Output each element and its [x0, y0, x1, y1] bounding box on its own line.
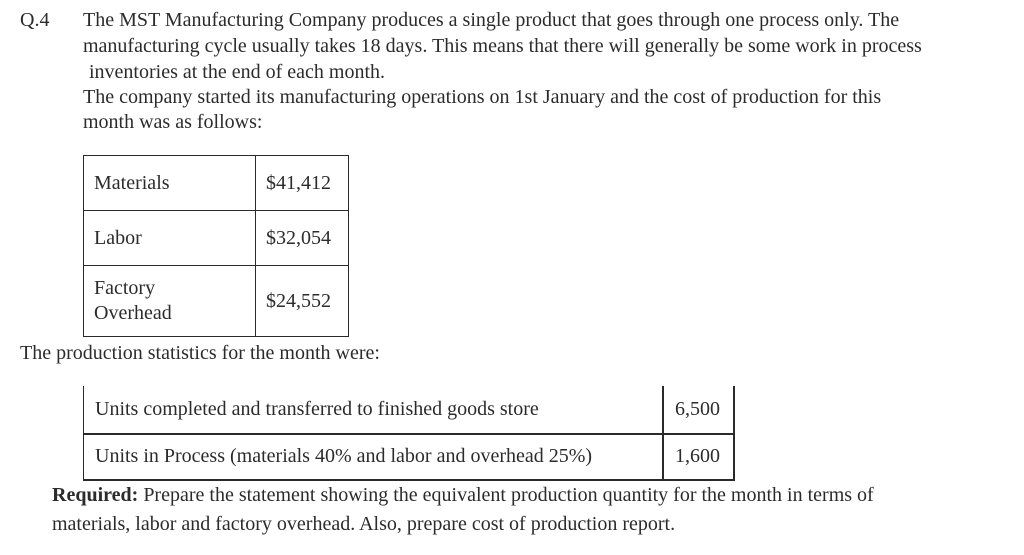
- units-completed-value: 6,500: [675, 398, 720, 420]
- intro-line-2: manufacturing cycle usually takes 18 day…: [83, 35, 922, 57]
- cost-label-factory-overhead-line1: Factory: [94, 277, 156, 299]
- required-line-2: materials, labor and factory overhead. A…: [52, 513, 676, 535]
- cost-value-factory-overhead: $24,552: [255, 265, 349, 337]
- units-completed-label: Units completed and transferred to finis…: [95, 398, 539, 420]
- intro-line-1: The MST Manufacturing Company produces a…: [83, 9, 900, 31]
- units-in-process-label: Units in Process (materials 40% and labo…: [95, 445, 593, 467]
- production-statistics-table: Units completed and transferred to finis…: [83, 386, 735, 481]
- table-row: Labor $32,054: [83, 210, 349, 266]
- intro-line-4: The company started its manufacturing op…: [83, 86, 882, 108]
- cost-label-factory-overhead-line2: Overhead: [94, 302, 172, 324]
- table-row: Materials $41,412: [83, 155, 349, 211]
- question-number: Q.4: [20, 9, 50, 31]
- intro-line-3: inventories at the end of each month.: [89, 61, 386, 83]
- table-border: [83, 479, 735, 481]
- cost-value-labor: $32,054: [255, 210, 349, 266]
- units-in-process-value: 1,600: [675, 445, 720, 467]
- cost-value-materials: $41,412: [255, 155, 349, 211]
- intro-line-5: month was as follows:: [83, 111, 263, 133]
- required-label: Required:: [52, 484, 139, 506]
- cost-label-labor: Labor: [83, 210, 256, 266]
- cost-of-production-table: Materials $41,412 Labor $32,054 Factory …: [83, 155, 349, 337]
- cost-label-materials: Materials: [83, 155, 256, 211]
- cost-label-factory-overhead: Factory Overhead: [83, 265, 256, 337]
- required-line-1: Required: Prepare the statement showing …: [52, 484, 874, 507]
- required-text-1: Prepare the statement showing the equiva…: [138, 484, 874, 506]
- table-border: [83, 433, 735, 435]
- table-row: Factory Overhead $24,552: [83, 265, 349, 337]
- production-heading: The production statistics for the month …: [20, 342, 380, 364]
